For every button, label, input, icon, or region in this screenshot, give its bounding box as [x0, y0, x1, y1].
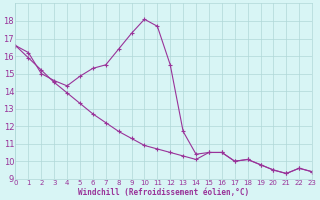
X-axis label: Windchill (Refroidissement éolien,°C): Windchill (Refroidissement éolien,°C): [78, 188, 249, 197]
